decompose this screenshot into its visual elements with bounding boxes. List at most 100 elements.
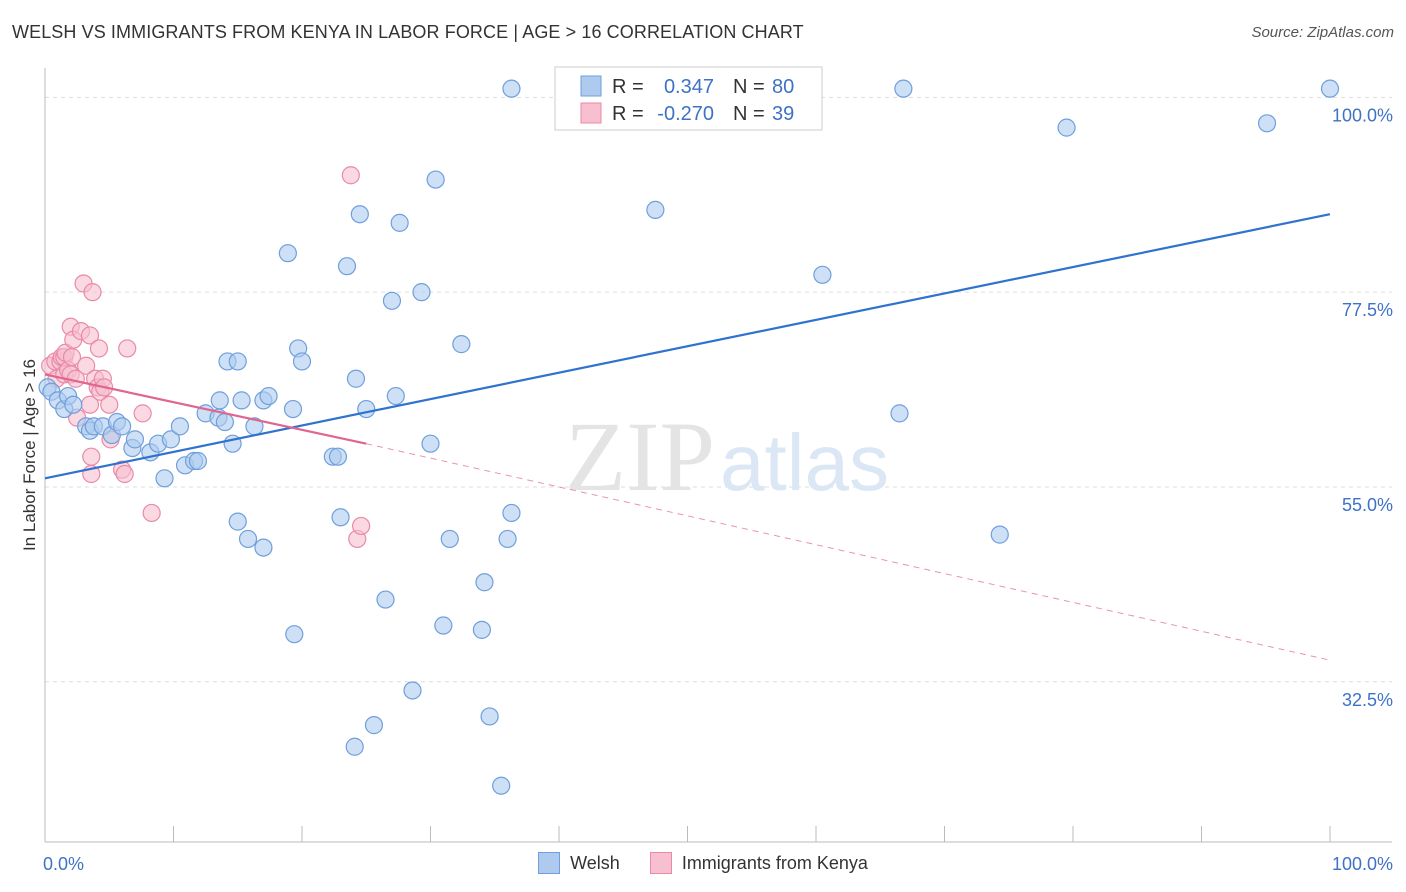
welsh-point-63 — [475, 573, 494, 592]
welsh-point-58 — [426, 170, 445, 189]
welsh-point-32 — [238, 529, 258, 549]
watermark: ZIP atlas — [565, 401, 889, 512]
welsh-point-73 — [890, 404, 909, 423]
welsh-point-48 — [350, 205, 369, 224]
legend-kenya-r-value: -0.270 — [657, 103, 714, 125]
welsh-point-50 — [364, 716, 384, 735]
welsh-point-55 — [403, 681, 422, 700]
grid-lines — [45, 96, 1392, 683]
x-tick-label-0: 0.0% — [43, 854, 84, 874]
welsh-point-56 — [412, 283, 431, 302]
x-tick-label-1: 100.0% — [1332, 854, 1393, 874]
chart-title: WELSH VS IMMIGRANTS FROM KENYA IN LABOR … — [12, 22, 804, 42]
welsh-point-18 — [161, 430, 181, 449]
welsh-point-30 — [232, 391, 251, 410]
welsh-point-57 — [421, 434, 440, 453]
watermark-zip: ZIP — [565, 401, 715, 512]
kenya-point-17 — [77, 356, 96, 375]
series-legend: Welsh Immigrants from Kenya — [0, 852, 1406, 874]
legend-swatch-kenya-bottom — [649, 852, 672, 874]
legend-kenya-r-label: R = — [612, 103, 644, 125]
y-axis-title: In Labor Force | Age > 16 — [20, 359, 39, 551]
welsh-point-51 — [376, 590, 395, 609]
legend-welsh-n-value: 80 — [772, 76, 794, 98]
kenya-point-33 — [118, 339, 137, 358]
kenya-point-35 — [142, 503, 161, 523]
welsh-point-37 — [278, 244, 297, 263]
legend-welsh-r-label: R = — [612, 76, 644, 98]
welsh-point-52 — [382, 291, 402, 310]
welsh-point-26 — [215, 412, 234, 432]
welsh-point-25 — [210, 391, 229, 410]
series-welsh-points — [38, 79, 1340, 795]
y-tick-label-0: 32.5% — [1342, 690, 1393, 710]
legend-welsh-n-label: N = — [733, 76, 765, 98]
welsh-point-68 — [502, 79, 521, 98]
axes — [44, 68, 1392, 843]
welsh-point-66 — [498, 529, 517, 549]
y-tick-label-1: 55.0% — [1342, 495, 1393, 515]
welsh-point-65 — [492, 776, 511, 795]
legend-label-welsh: Welsh — [570, 852, 620, 873]
kenya-point-21 — [82, 447, 101, 466]
welsh-point-5 — [64, 395, 83, 414]
welsh-point-41 — [292, 352, 312, 371]
legend-swatch-kenya — [580, 102, 602, 124]
welsh-point-64 — [480, 707, 499, 726]
source-label: Source: ZipAtlas.com — [1251, 24, 1394, 41]
legend-kenya-n-value: 39 — [772, 103, 794, 125]
series-kenya-points — [41, 166, 371, 549]
kenya-point-19 — [80, 326, 100, 345]
y-tick-label-3: 100.0% — [1332, 105, 1393, 125]
welsh-point-47 — [346, 369, 366, 388]
kenya-trend-line-1 — [44, 373, 367, 445]
kenya-point-38 — [352, 516, 371, 536]
kenya-point-32 — [115, 464, 134, 484]
welsh-point-54 — [390, 213, 409, 232]
welsh-trend-line-0 — [44, 213, 1331, 480]
welsh-point-77 — [1257, 114, 1277, 133]
welsh-point-61 — [452, 335, 471, 354]
welsh-point-49 — [357, 399, 376, 419]
legend-item-welsh: Welsh — [538, 852, 620, 874]
welsh-point-43 — [328, 447, 348, 466]
legend-label-kenya: Immigrants from Kenya — [681, 852, 868, 873]
welsh-point-60 — [440, 529, 459, 549]
welsh-point-59 — [434, 616, 453, 635]
legend-item-kenya: Immigrants from Kenya — [649, 852, 868, 874]
tick-labels: 32.5% 55.0% 77.5% 100.0% 0.0% 100.0% — [43, 105, 1393, 874]
legend-welsh-r-value: 0.347 — [664, 76, 714, 98]
welsh-point-36 — [259, 386, 278, 406]
welsh-point-39 — [285, 625, 304, 644]
welsh-point-53 — [386, 386, 405, 406]
kenya-point-36 — [341, 166, 360, 185]
legend-swatch-welsh — [580, 75, 602, 97]
stats-legend: R = 0.347 N = 80 R = -0.270 N = 39 — [554, 66, 823, 131]
welsh-point-17 — [155, 469, 174, 488]
welsh-point-72 — [813, 265, 832, 284]
welsh-point-62 — [472, 620, 491, 639]
welsh-point-29 — [228, 352, 247, 371]
kenya-point-29 — [100, 395, 119, 414]
watermark-atlas: atlas — [720, 418, 889, 507]
welsh-point-67 — [502, 503, 521, 523]
welsh-point-71 — [646, 200, 665, 219]
welsh-point-75 — [990, 525, 1009, 544]
welsh-point-78 — [1320, 79, 1340, 98]
welsh-point-34 — [254, 538, 273, 557]
welsh-point-22 — [188, 451, 208, 471]
welsh-point-45 — [337, 257, 357, 276]
welsh-point-38 — [283, 399, 303, 419]
legend-swatch-welsh-bottom — [538, 852, 561, 874]
kenya-point-25 — [89, 339, 109, 358]
welsh-point-74 — [894, 79, 913, 98]
welsh-point-46 — [345, 737, 364, 756]
legend-kenya-n-label: N = — [733, 103, 765, 125]
welsh-point-19 — [170, 417, 190, 436]
kenya-point-22 — [83, 283, 102, 302]
kenya-point-34 — [133, 404, 152, 423]
trend-lines — [44, 213, 1331, 661]
welsh-point-14 — [125, 430, 145, 449]
welsh-point-44 — [331, 508, 350, 527]
